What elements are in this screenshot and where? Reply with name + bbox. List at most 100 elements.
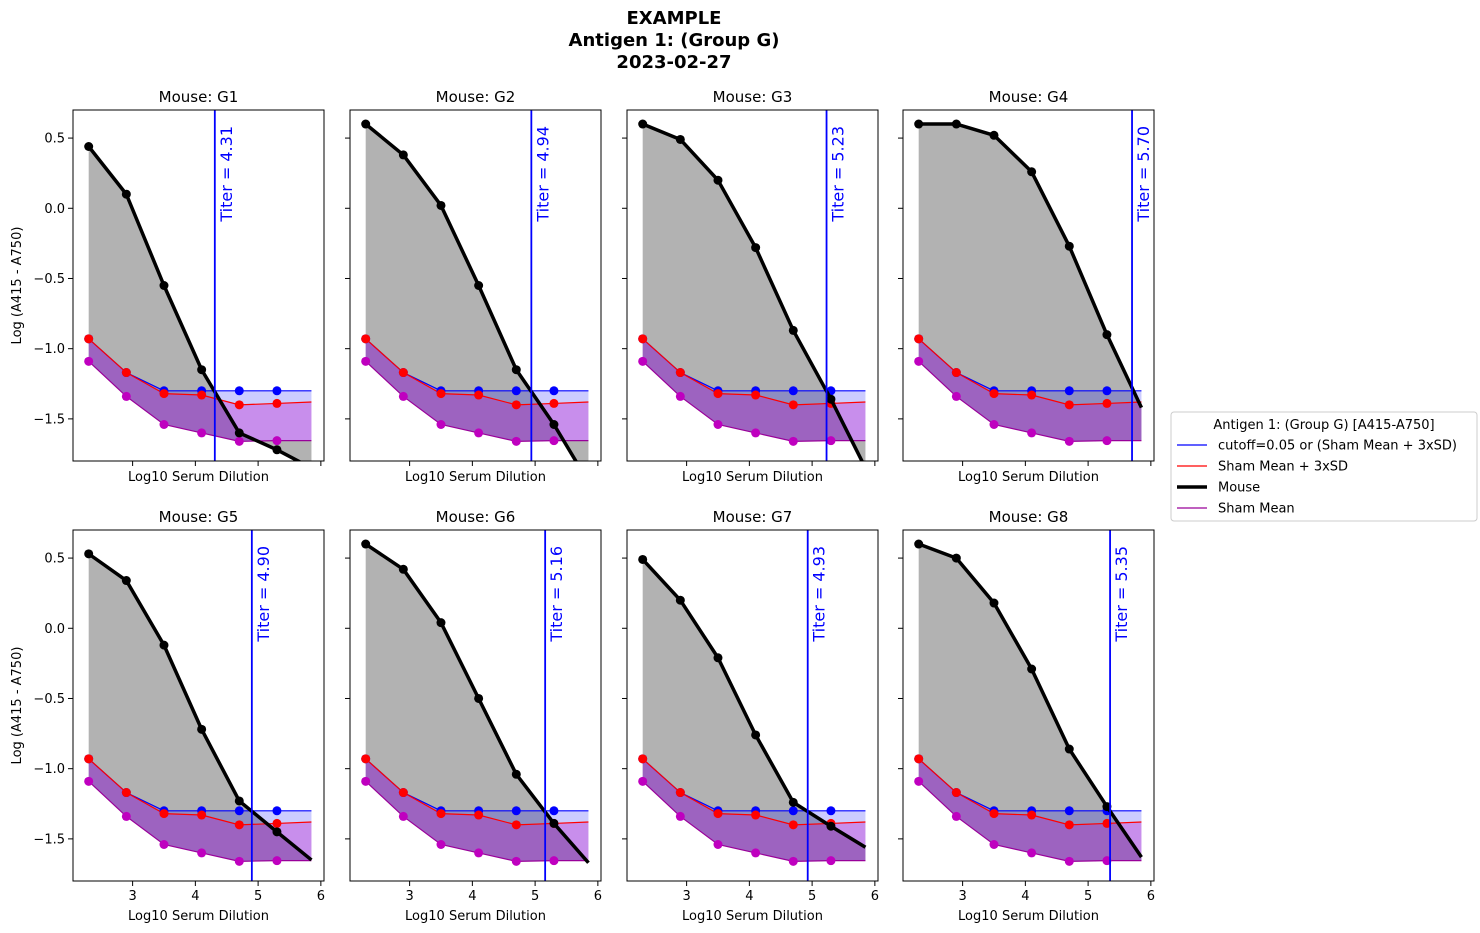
sham-mean-3sd-point	[84, 754, 94, 764]
cutoff-point	[826, 806, 836, 816]
sham-mean-point	[1064, 436, 1074, 446]
x-tick-label: 3	[405, 889, 413, 904]
mouse-point	[951, 119, 961, 129]
sham-mean-point	[121, 391, 131, 401]
sham-fill	[918, 338, 1142, 442]
sham-mean-point	[474, 428, 484, 438]
sham-mean-point	[1064, 856, 1074, 866]
y-tick-label: −0.5	[33, 692, 65, 707]
sham-fill	[365, 338, 589, 442]
sham-mean-point	[675, 391, 685, 401]
mouse-fill	[918, 544, 1142, 862]
cutoff-point	[1064, 386, 1074, 396]
x-tick-label: 3	[958, 889, 966, 904]
mouse-point	[159, 640, 169, 650]
sham-mean-point	[989, 419, 999, 429]
sham-mean-point	[951, 811, 961, 821]
titer-label: Titer = 4.31	[217, 126, 236, 223]
sham-mean-point	[1027, 428, 1037, 438]
sham-mean-point	[234, 436, 244, 446]
mouse-point	[511, 769, 521, 779]
sham-mean-point	[638, 356, 648, 366]
mouse-point	[638, 554, 648, 564]
plot-area	[638, 110, 866, 461]
subplot-title: Mouse: G8	[989, 508, 1069, 526]
legend: Antigen 1: (Group G) [A415-A750] cutoff=0…	[1170, 411, 1478, 522]
subplot-title: Mouse: G3	[713, 88, 793, 106]
mouse-point	[234, 796, 244, 806]
sham-mean-3sd-point	[675, 368, 685, 378]
sham-fill	[642, 338, 866, 442]
mouse-point	[84, 142, 94, 152]
cutoff-point	[272, 806, 282, 816]
sham-mean-point	[549, 436, 559, 446]
cutoff-point	[1064, 806, 1074, 816]
x-tick-label: 5	[808, 889, 816, 904]
subplot-5: Titer = 4.90 Mouse: G5 3 4 5 6 0.5 0.0 −0.5 −1.0 −…	[10, 508, 325, 924]
mouse-point	[361, 539, 371, 549]
sham-mean-point	[361, 776, 371, 786]
sham-mean-3sd-point	[398, 368, 408, 378]
sham-mean-3sd-point	[436, 809, 446, 819]
subplot-title: Mouse: G2	[436, 88, 516, 106]
sham-mean-3sd-point	[436, 389, 446, 399]
sham-mean-3sd-point	[272, 398, 282, 408]
subplot-title: Mouse: G7	[713, 508, 793, 526]
plot-area	[84, 530, 313, 881]
mouse-point	[1102, 330, 1112, 340]
plot-area	[361, 110, 589, 461]
mouse-point	[121, 189, 131, 199]
mouse-point	[989, 598, 999, 608]
sham-mean-3sd-point	[638, 754, 648, 764]
mouse-fill	[88, 553, 312, 862]
x-axis-label: Log10 Serum Dilution	[958, 470, 1099, 485]
mouse-point	[549, 419, 559, 429]
sham-mean-point	[272, 436, 282, 446]
cutoff-fill	[365, 338, 589, 442]
sham-mean-point	[751, 428, 761, 438]
x-axis-label: Log10 Serum Dilution	[405, 470, 546, 485]
subplot-title: Mouse: G5	[159, 508, 239, 526]
cutoff-point	[1102, 386, 1112, 396]
x-tick-label: 5	[254, 889, 262, 904]
cutoff-point	[234, 806, 244, 816]
sham-mean-3sd-point	[549, 398, 559, 408]
x-axis-label: Log10 Serum Dilution	[682, 470, 823, 485]
sham-mean-point	[361, 356, 371, 366]
mouse-point	[436, 200, 446, 210]
sham-mean-point	[474, 848, 484, 858]
x-axis-label: Log10 Serum Dilution	[682, 909, 823, 924]
mouse-point	[121, 576, 131, 586]
x-tick-label: 4	[1021, 889, 1029, 904]
sham-mean-point	[398, 811, 408, 821]
mouse-point	[197, 365, 207, 375]
mouse-point	[826, 394, 836, 404]
sham-mean-3sd-point	[788, 400, 798, 410]
mouse-point	[436, 618, 446, 628]
sham-mean-3sd-point	[511, 820, 521, 830]
sham-mean-3sd-point	[1064, 820, 1074, 830]
axes-frame	[349, 529, 602, 882]
y-tick-label: −1.0	[33, 342, 65, 357]
mouse-point	[84, 549, 94, 559]
y-tick-label: −1.5	[33, 832, 65, 847]
x-tick-label: 4	[745, 889, 753, 904]
mouse-fill	[642, 124, 866, 461]
sham-mean-point	[914, 356, 924, 366]
plot-area	[638, 530, 867, 881]
cutoff-point	[788, 386, 798, 396]
axes-frame	[902, 529, 1155, 882]
sham-mean-3sd-point	[121, 368, 131, 378]
mouse-point	[272, 445, 282, 455]
mouse-point	[159, 281, 169, 290]
sham-mean-3sd-point	[474, 810, 484, 820]
subplot-title: Mouse: G1	[159, 88, 239, 106]
sham-mean-3sd-point	[361, 334, 371, 344]
figure-title-line-2: Antigen 1: (Group G)	[569, 30, 780, 51]
sham-mean-point	[511, 856, 521, 866]
mouse-point	[826, 821, 836, 831]
subplot-3: Titer = 5.23 Mouse: G3 Log10 Serum Dilutio…	[622, 88, 879, 485]
x-tick-label: 6	[1147, 889, 1155, 904]
y-tick-label: −0.5	[33, 272, 65, 287]
